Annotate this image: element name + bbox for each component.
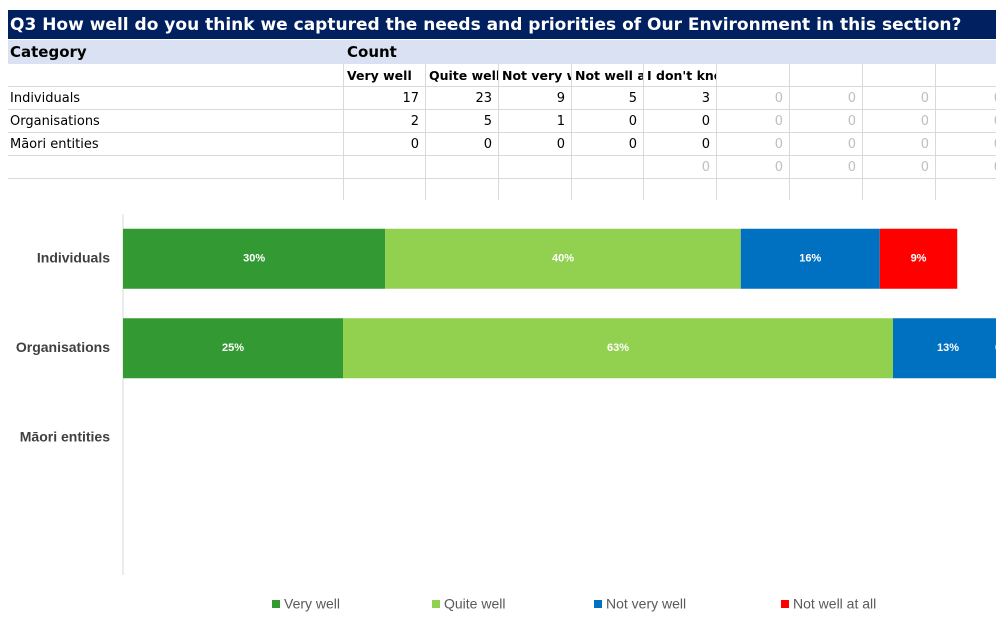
count-cell: 0 (556, 137, 565, 152)
grid-line (8, 86, 996, 87)
column-header: Quite well (429, 68, 498, 83)
count-cell: 3 (701, 91, 710, 106)
count-cell: 0 (847, 114, 856, 129)
grid-line (425, 64, 426, 200)
count-cell: 0 (701, 137, 710, 152)
count-cell: 0 (935, 87, 996, 110)
bar-segment (879, 228, 958, 289)
data-label: 25% (222, 342, 244, 354)
count-cell: 17 (402, 91, 419, 106)
legend-label: Very well (284, 596, 340, 612)
count-cell: 0 (847, 91, 856, 106)
data-label: 16% (799, 253, 821, 265)
bar-segment (343, 318, 893, 379)
count-cell: 0 (847, 160, 856, 175)
count-cell: 9 (556, 91, 565, 106)
category-label: Individuals (37, 249, 110, 265)
category-label: Organisations (16, 339, 110, 355)
data-label: 9% (911, 253, 927, 265)
grid-line (935, 64, 936, 200)
count-cell: 0 (847, 137, 856, 152)
count-cell: 1 (556, 114, 565, 129)
count-cell: 0 (774, 137, 783, 152)
grid-line (789, 64, 790, 200)
legend-label: Not well at all (793, 596, 876, 612)
count-cell: 0 (701, 160, 710, 175)
legend-swatch (432, 600, 440, 608)
legend-label: Quite well (444, 596, 505, 612)
legend-swatch (272, 600, 280, 608)
column-header: Not very well (502, 68, 571, 83)
count-cell: 0 (774, 160, 783, 175)
legend-label: Not very well (606, 596, 686, 612)
count-cell: 5 (628, 91, 637, 106)
bar-segment (123, 228, 386, 289)
count-cell: 0 (920, 91, 929, 106)
count-cell: 0 (774, 114, 783, 129)
chart: Individuals 30% 40% 16% 9% Organisations 25% 63… (16, 214, 996, 612)
legend-swatch (594, 600, 602, 608)
header-cell: Category (10, 43, 87, 61)
grid-line (498, 64, 499, 200)
count-cell: 2 (410, 114, 419, 129)
header-row (8, 40, 996, 64)
grid-line (716, 64, 717, 200)
data-label: 13% (937, 342, 959, 354)
column-header: Not well at all (575, 68, 643, 83)
count-cell: 0 (774, 91, 783, 106)
grid-line (643, 64, 644, 200)
row-label: Organisations (10, 114, 100, 129)
count-cell: 0 (935, 110, 996, 133)
count-cell: 0 (935, 133, 996, 156)
grid-line (8, 155, 996, 156)
bar-segment (385, 228, 741, 289)
legend-swatch (781, 600, 789, 608)
grid-line (8, 178, 996, 179)
grid-line (8, 109, 996, 110)
count-cell: 0 (410, 137, 419, 152)
column-header: Very well (347, 68, 412, 83)
table-title: Q3 How well do you think we captured the… (10, 15, 962, 35)
count-cell: 0 (628, 137, 637, 152)
grid-line (862, 64, 863, 200)
header-cell: Count (347, 43, 397, 61)
grid-line (571, 64, 572, 200)
grid-line (343, 64, 344, 200)
count-cell: 0 (935, 156, 996, 179)
data-label: 30% (243, 253, 265, 265)
count-cell: 5 (483, 114, 492, 129)
category-label: Māori entities (20, 428, 110, 444)
data-label: 40% (552, 253, 574, 265)
sheet: Q3 How well do you think we captured the… (0, 0, 996, 200)
title-bar (8, 10, 996, 39)
row-label: Māori entities (10, 137, 99, 152)
count-cell: 0 (920, 160, 929, 175)
count-cell: 0 (628, 114, 637, 129)
count-cell: 0 (483, 137, 492, 152)
count-cell: 23 (475, 91, 492, 106)
data-label: 63% (607, 342, 629, 354)
grid-line (8, 132, 996, 133)
bar-segment (740, 228, 880, 289)
count-cell: 0 (701, 114, 710, 129)
count-cell: 0 (920, 114, 929, 129)
count-cell: 0 (920, 137, 929, 152)
bar-segment (893, 318, 996, 379)
row-label: Individuals (10, 91, 81, 106)
column-header: I don't know (647, 68, 716, 83)
bar-segment (123, 318, 343, 379)
